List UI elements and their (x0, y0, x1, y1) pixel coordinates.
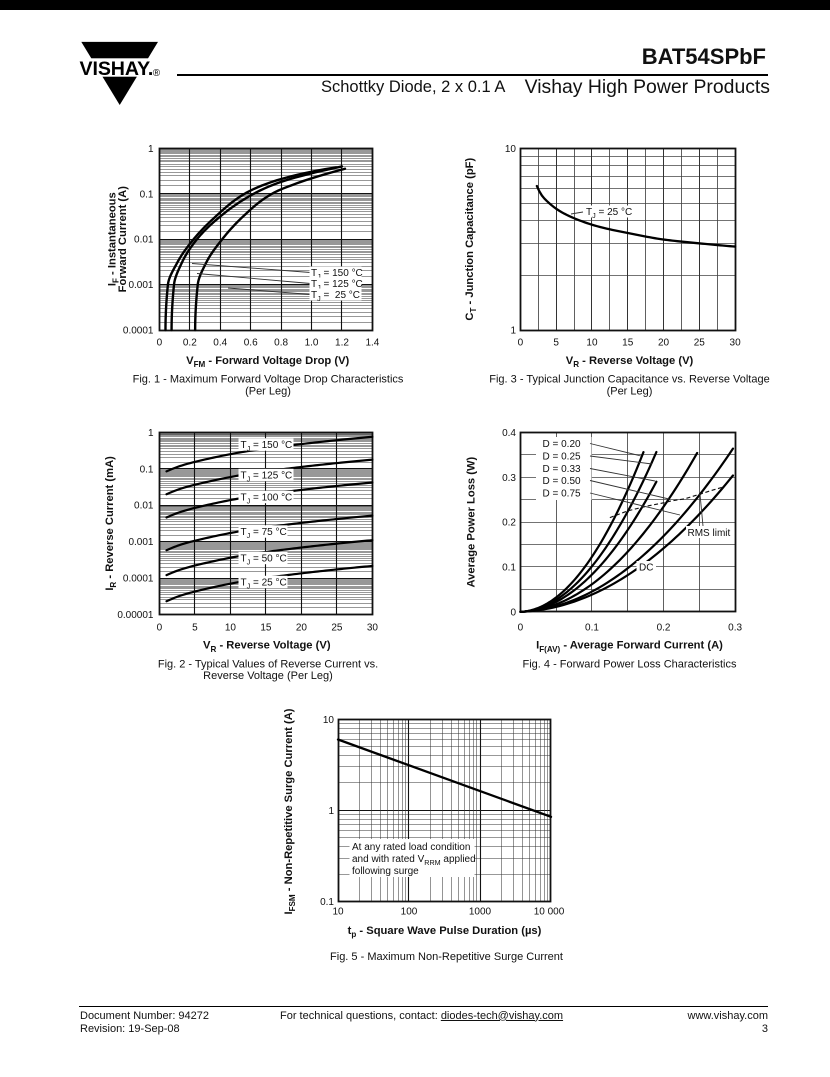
svg-text:TJ = 100 °C: TJ = 100 °C (241, 493, 293, 506)
svg-text:5: 5 (192, 623, 198, 634)
svg-text:0.1: 0.1 (502, 562, 516, 573)
svg-text:0.2: 0.2 (657, 623, 671, 634)
svg-text:100: 100 (401, 907, 418, 918)
svg-text:10: 10 (505, 144, 517, 155)
svg-text:IR - Reverse Current (mA): IR - Reverse Current (mA) (104, 456, 118, 591)
svg-text:and with rated VRRM applied: and with rated VRRM applied (352, 854, 476, 867)
svg-text:0: 0 (510, 607, 516, 618)
svg-text:IF - Instantaneous: IF - Instantaneous (107, 192, 121, 286)
svg-text:RMS limit: RMS limit (688, 528, 731, 539)
svg-text:0: 0 (157, 338, 163, 349)
svg-text:1.4: 1.4 (365, 338, 379, 349)
svg-text:(Per Leg): (Per Leg) (607, 386, 653, 398)
svg-text:TJ = 75 °C: TJ = 75 °C (241, 527, 287, 540)
svg-text:TJ = 25 °C: TJ = 25 °C (586, 207, 632, 220)
svg-text:5: 5 (553, 338, 559, 349)
svg-text:VISHAY.: VISHAY. (80, 58, 154, 80)
svg-text:1: 1 (510, 326, 516, 337)
svg-text:15: 15 (622, 338, 634, 349)
svg-text:10: 10 (225, 623, 237, 634)
svg-text:0.4: 0.4 (213, 338, 227, 349)
svg-text:0.1: 0.1 (585, 623, 599, 634)
svg-text:At any rated load condition: At any rated load condition (352, 842, 470, 853)
svg-text:®: ® (153, 68, 161, 79)
svg-text:1.2: 1.2 (335, 338, 349, 349)
svg-text:DC: DC (639, 563, 653, 574)
svg-text:0.6: 0.6 (244, 338, 258, 349)
svg-text:Fig. 2 - Typical Values of Rev: Fig. 2 - Typical Values of Reverse Curre… (158, 658, 378, 670)
svg-text:0.2: 0.2 (183, 338, 197, 349)
svg-text:0.0001: 0.0001 (123, 326, 154, 337)
svg-text:Forward Current (A): Forward Current (A) (117, 186, 129, 293)
svg-text:25: 25 (694, 338, 706, 349)
svg-text:30: 30 (730, 338, 742, 349)
svg-text:0.001: 0.001 (128, 537, 153, 548)
svg-text:15: 15 (260, 623, 272, 634)
svg-text:(Per Leg): (Per Leg) (245, 386, 291, 398)
svg-text:IF(AV) - Average Forward Curre: IF(AV) - Average Forward Current (A) (536, 640, 723, 654)
svg-text:0.001: 0.001 (128, 280, 153, 291)
svg-text:TJ = 125 °C: TJ = 125 °C (241, 471, 293, 484)
svg-text:0: 0 (518, 338, 524, 349)
svg-text:CT - Junction Capacitance (pF): CT - Junction Capacitance (pF) (464, 158, 478, 321)
svg-text:0.4: 0.4 (502, 428, 516, 439)
svg-text:30: 30 (367, 623, 379, 634)
svg-text:20: 20 (296, 623, 308, 634)
svg-text:VFM - Forward Voltage Drop (V): VFM - Forward Voltage Drop (V) (186, 355, 349, 369)
svg-text:D = 0.50: D = 0.50 (543, 476, 582, 487)
svg-text:0.3: 0.3 (502, 473, 516, 484)
svg-text:TJ = 150 °C: TJ = 150 °C (241, 440, 293, 453)
svg-text:0: 0 (518, 623, 524, 634)
svg-text:following surge: following surge (352, 866, 419, 877)
svg-text:10: 10 (323, 715, 335, 726)
svg-text:D = 0.75: D = 0.75 (543, 489, 582, 500)
svg-text:0.1: 0.1 (320, 897, 334, 908)
svg-text:1: 1 (148, 428, 154, 439)
svg-text:0.3: 0.3 (728, 623, 742, 634)
svg-text:Average Power Loss (W): Average Power Loss (W) (466, 456, 478, 587)
svg-text:10 000: 10 000 (534, 907, 565, 918)
svg-text:TJ = 25 °C: TJ = 25 °C (241, 578, 287, 591)
svg-text:0.01: 0.01 (134, 501, 154, 512)
svg-text:0.01: 0.01 (134, 235, 154, 246)
svg-text:10: 10 (332, 907, 344, 918)
svg-text:0.0001: 0.0001 (123, 574, 154, 585)
svg-text:10: 10 (586, 338, 598, 349)
svg-text:1.0: 1.0 (305, 338, 319, 349)
svg-text:0.1: 0.1 (140, 464, 154, 475)
svg-text:Fig. 4 - Forward Power Loss Ch: Fig. 4 - Forward Power Loss Characterist… (523, 658, 737, 670)
svg-text:25: 25 (331, 623, 343, 634)
svg-text:1: 1 (148, 144, 154, 155)
svg-text:TJ = 50 °C: TJ = 50 °C (241, 554, 287, 567)
svg-text:20: 20 (658, 338, 670, 349)
svg-text:VR - Reverse Voltage (V): VR - Reverse Voltage (V) (566, 355, 694, 369)
svg-text:tp - Square Wave Pulse Duratio: tp - Square Wave Pulse Duration (µs) (348, 925, 542, 939)
svg-text:0.8: 0.8 (274, 338, 288, 349)
svg-text:D = 0.25: D = 0.25 (543, 452, 582, 463)
svg-text:IFSM - Non-Repetitive Surge Cu: IFSM - Non-Repetitive Surge Current (A) (283, 708, 297, 914)
svg-text:Fig. 3 - Typical Junction Capa: Fig. 3 - Typical Junction Capacitance vs… (489, 374, 769, 386)
svg-text:TJ = 25 °C: TJ = 25 °C (311, 290, 360, 303)
svg-text:0.00001: 0.00001 (117, 610, 154, 621)
svg-text:Fig. 1 - Maximum Forward Volta: Fig. 1 - Maximum Forward Voltage Drop Ch… (133, 374, 404, 386)
svg-text:0.2: 0.2 (502, 518, 516, 529)
svg-text:Fig. 5 - Maximum Non-Repetitiv: Fig. 5 - Maximum Non-Repetitive Surge Cu… (330, 951, 563, 963)
svg-text:1000: 1000 (469, 907, 492, 918)
svg-text:1: 1 (328, 806, 334, 817)
svg-text:0.1: 0.1 (140, 189, 154, 200)
svg-text:D = 0.20: D = 0.20 (543, 439, 582, 450)
svg-text:0: 0 (157, 623, 163, 634)
svg-text:D = 0.33: D = 0.33 (543, 464, 582, 475)
svg-text:Reverse Voltage (Per Leg): Reverse Voltage (Per Leg) (203, 670, 333, 682)
svg-text:VR - Reverse Voltage (V): VR - Reverse Voltage (V) (203, 640, 331, 654)
